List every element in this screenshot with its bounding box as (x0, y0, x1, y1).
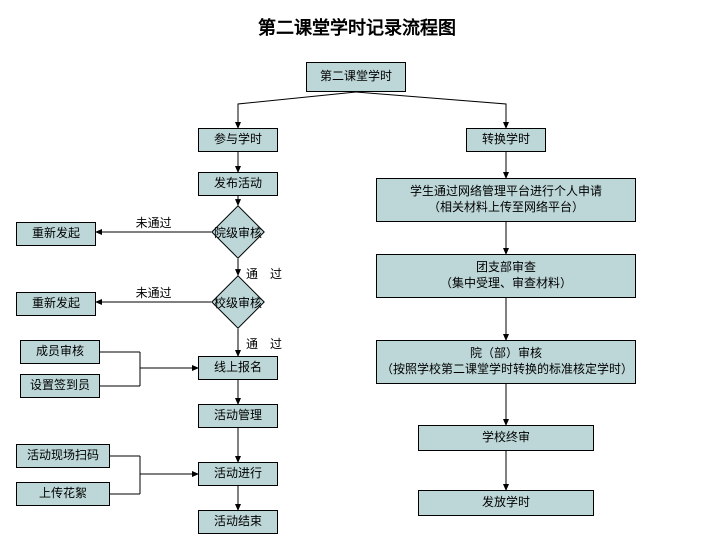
node-left6: 活动管理 (198, 404, 278, 428)
node-d2 (211, 275, 265, 329)
node-right5: 学校终审 (418, 425, 594, 451)
node-root: 第二课堂学时 (306, 62, 406, 92)
edge-label: 通 过 (246, 335, 282, 352)
node-right4: 院（部）审核（按照学校第二课堂学时转换的标准核定学时） (376, 340, 636, 384)
node-left5: 线上报名 (198, 356, 278, 380)
edge-label: 未通过 (136, 284, 172, 301)
node-mem: 成员审核 (20, 340, 100, 364)
node-left2: 发布活动 (198, 172, 278, 196)
edge-label: 通 过 (246, 265, 282, 282)
node-right3: 团支部审查（集中受理、审查材料） (376, 254, 636, 298)
page-title: 第二课堂学时记录流程图 (0, 14, 714, 40)
node-sign: 设置签到员 (20, 374, 100, 398)
node-re1: 重新发起 (16, 222, 96, 246)
node-right6: 发放学时 (418, 490, 594, 516)
node-left8: 活动结束 (198, 510, 278, 534)
node-scan: 活动现场扫码 (16, 444, 110, 468)
node-left7: 活动进行 (198, 462, 278, 486)
node-upload: 上传花絮 (16, 482, 110, 506)
node-right1: 转换学时 (466, 128, 546, 152)
node-re2: 重新发起 (16, 292, 96, 316)
node-d1 (211, 205, 265, 259)
node-left1: 参与学时 (198, 128, 278, 152)
node-right2: 学生通过网络管理平台进行个人申请（相关材料上传至网络平台） (376, 178, 636, 222)
edge-label: 未通过 (136, 214, 172, 231)
